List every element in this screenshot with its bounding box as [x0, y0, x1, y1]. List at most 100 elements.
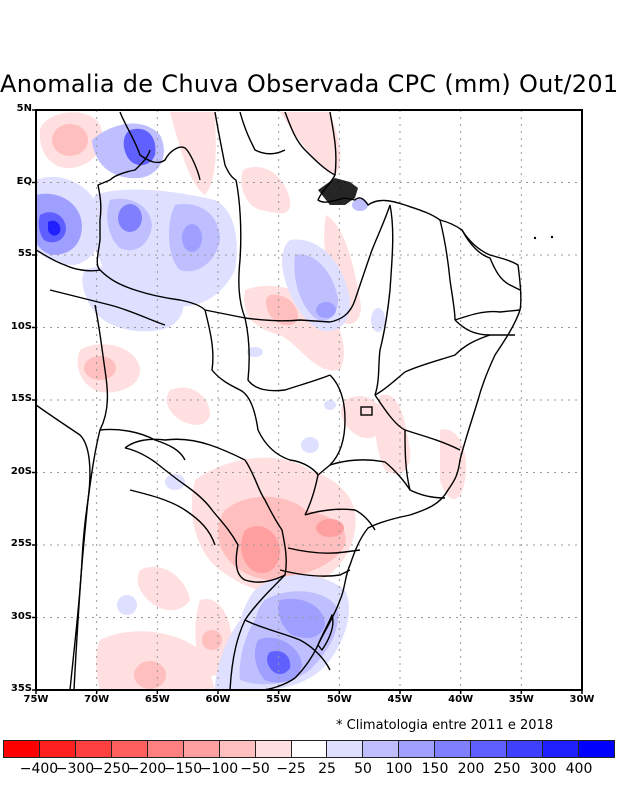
border-bahia — [374, 334, 491, 396]
wet-spot-bolivia — [165, 474, 185, 490]
wet-core-para — [316, 302, 336, 318]
border-parana-sc — [287, 547, 361, 554]
lat-label: 15S — [10, 393, 32, 404]
border-peru — [49, 289, 166, 326]
wet-spot-goias — [301, 437, 319, 453]
colorbar-label: 100 — [385, 761, 413, 777]
colorbar-label: −200 — [127, 761, 167, 777]
colorbar-label: 150 — [421, 761, 449, 777]
border-peru-bolivia — [87, 304, 109, 501]
wet-region-rondonia — [82, 265, 184, 332]
lat-label: 30S — [10, 610, 32, 622]
border-minas-south — [329, 459, 411, 491]
colorbar-label: −400 — [19, 761, 59, 777]
dry-region-amapa — [280, 112, 341, 175]
border-argentina-internal — [129, 489, 216, 546]
colorbar-box — [147, 741, 184, 757]
colorbar-box — [255, 741, 292, 757]
dry-region-minas — [375, 394, 411, 474]
wet-spot-goias-2 — [324, 400, 336, 410]
colorbar-label: 300 — [529, 761, 557, 777]
border-suriname — [239, 111, 286, 155]
colorbar-box — [363, 741, 400, 757]
colorbar-label: 200 — [457, 761, 485, 777]
positive-anomaly-regions — [36, 123, 385, 690]
dry-core-northwest — [52, 124, 88, 156]
border-piaui-ceara — [439, 219, 456, 321]
coast-chile — [36, 404, 91, 690]
dry-region-argentina-south — [96, 631, 215, 690]
border-bolivia-argentina — [99, 428, 186, 461]
border-para-amazonas — [235, 179, 331, 323]
country-boundaries — [36, 111, 522, 690]
colorbar-box — [291, 741, 328, 757]
colorbar-label: −100 — [199, 761, 239, 777]
colorbar-box — [399, 741, 436, 757]
colorbar-box — [327, 741, 364, 757]
lon-label: 60W — [205, 694, 231, 705]
colorbar-box — [39, 741, 76, 757]
lon-label: 65W — [144, 694, 170, 705]
dry-region-bolivia-east — [166, 387, 210, 425]
border-sp-parana — [304, 508, 376, 531]
colorbar-label: 25 — [318, 761, 336, 777]
dry-region-argentina — [137, 566, 190, 611]
dry-core-argentina-south — [134, 661, 166, 689]
border-maranhao-piaui — [374, 204, 394, 396]
border-goias-minas — [317, 374, 346, 476]
lat-label: 20S — [10, 465, 32, 477]
climatology-note: * Climatologia entre 2011 e 2018 — [336, 718, 554, 733]
wet-spot-argentina — [117, 595, 137, 615]
border-mato-grosso — [204, 309, 331, 392]
colorbar-box — [183, 741, 220, 757]
lon-label: 70W — [84, 694, 110, 705]
lat-label: 25S — [10, 538, 32, 549]
wet-peak-uruguay — [267, 650, 291, 674]
lat-label: 35S — [10, 683, 32, 694]
colorbar-label: −250 — [91, 761, 131, 777]
lat-label: 5N — [16, 103, 32, 114]
wet-peak-northwest — [48, 220, 61, 236]
wet-spot-maranhao — [352, 199, 368, 211]
dry-core-bolivia — [84, 356, 116, 380]
border-tocantins — [329, 204, 391, 323]
island-dot — [550, 235, 554, 239]
dry-region-para-north — [241, 166, 291, 214]
coastline-north — [259, 111, 522, 690]
border-amazonas-south — [99, 269, 206, 311]
lon-label: 50W — [326, 694, 352, 705]
lat-label: 10S — [10, 320, 32, 332]
island-dot — [533, 236, 537, 240]
colorbar — [3, 740, 615, 758]
colorbar-box — [579, 741, 614, 757]
colorbar-label: −50 — [240, 761, 270, 777]
federal-district-outline — [360, 406, 373, 416]
border-paraguay — [124, 447, 287, 583]
dry-core-argentina-east — [202, 630, 222, 650]
gridlines — [36, 110, 582, 690]
lat-label: EQ — [16, 175, 32, 187]
colorbar-label: −300 — [55, 761, 95, 777]
colorbar-box — [543, 741, 579, 757]
lagoa-dos-patos — [317, 614, 334, 651]
colorbar-box — [507, 741, 544, 757]
border-uruguay — [244, 619, 331, 671]
marajo-island — [318, 178, 358, 205]
wet-spot-tocantins — [371, 308, 385, 332]
colorbar-box — [4, 741, 40, 757]
colorbar-box — [111, 741, 148, 757]
map-title: Anomalia de Chuva Observada CPC (mm) Out… — [0, 70, 618, 98]
colorbar-box — [471, 741, 508, 757]
lat-label: 5S — [17, 248, 32, 259]
dry-region-guyana — [170, 112, 216, 195]
border-guyana — [214, 111, 237, 181]
colorbar-label: 50 — [354, 761, 372, 777]
border-bolivia-paraguay — [124, 438, 246, 461]
border-bolivia-brazil — [204, 309, 259, 431]
dry-region-goias — [340, 396, 385, 439]
border-ms-sp — [257, 429, 319, 516]
border-roraima — [119, 111, 201, 181]
colorbar-box — [75, 741, 112, 757]
lon-label: 35W — [508, 694, 534, 705]
